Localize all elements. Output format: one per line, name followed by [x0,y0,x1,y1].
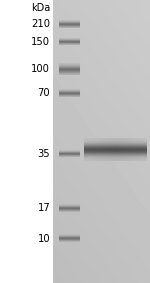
FancyBboxPatch shape [0,0,53,283]
Text: 10: 10 [38,233,50,244]
Text: 35: 35 [38,149,50,159]
Text: 150: 150 [31,37,50,47]
Text: 17: 17 [38,203,50,213]
Text: 100: 100 [31,64,50,74]
Text: kDa: kDa [31,3,50,13]
Text: 70: 70 [38,88,50,98]
Text: 210: 210 [31,19,50,29]
